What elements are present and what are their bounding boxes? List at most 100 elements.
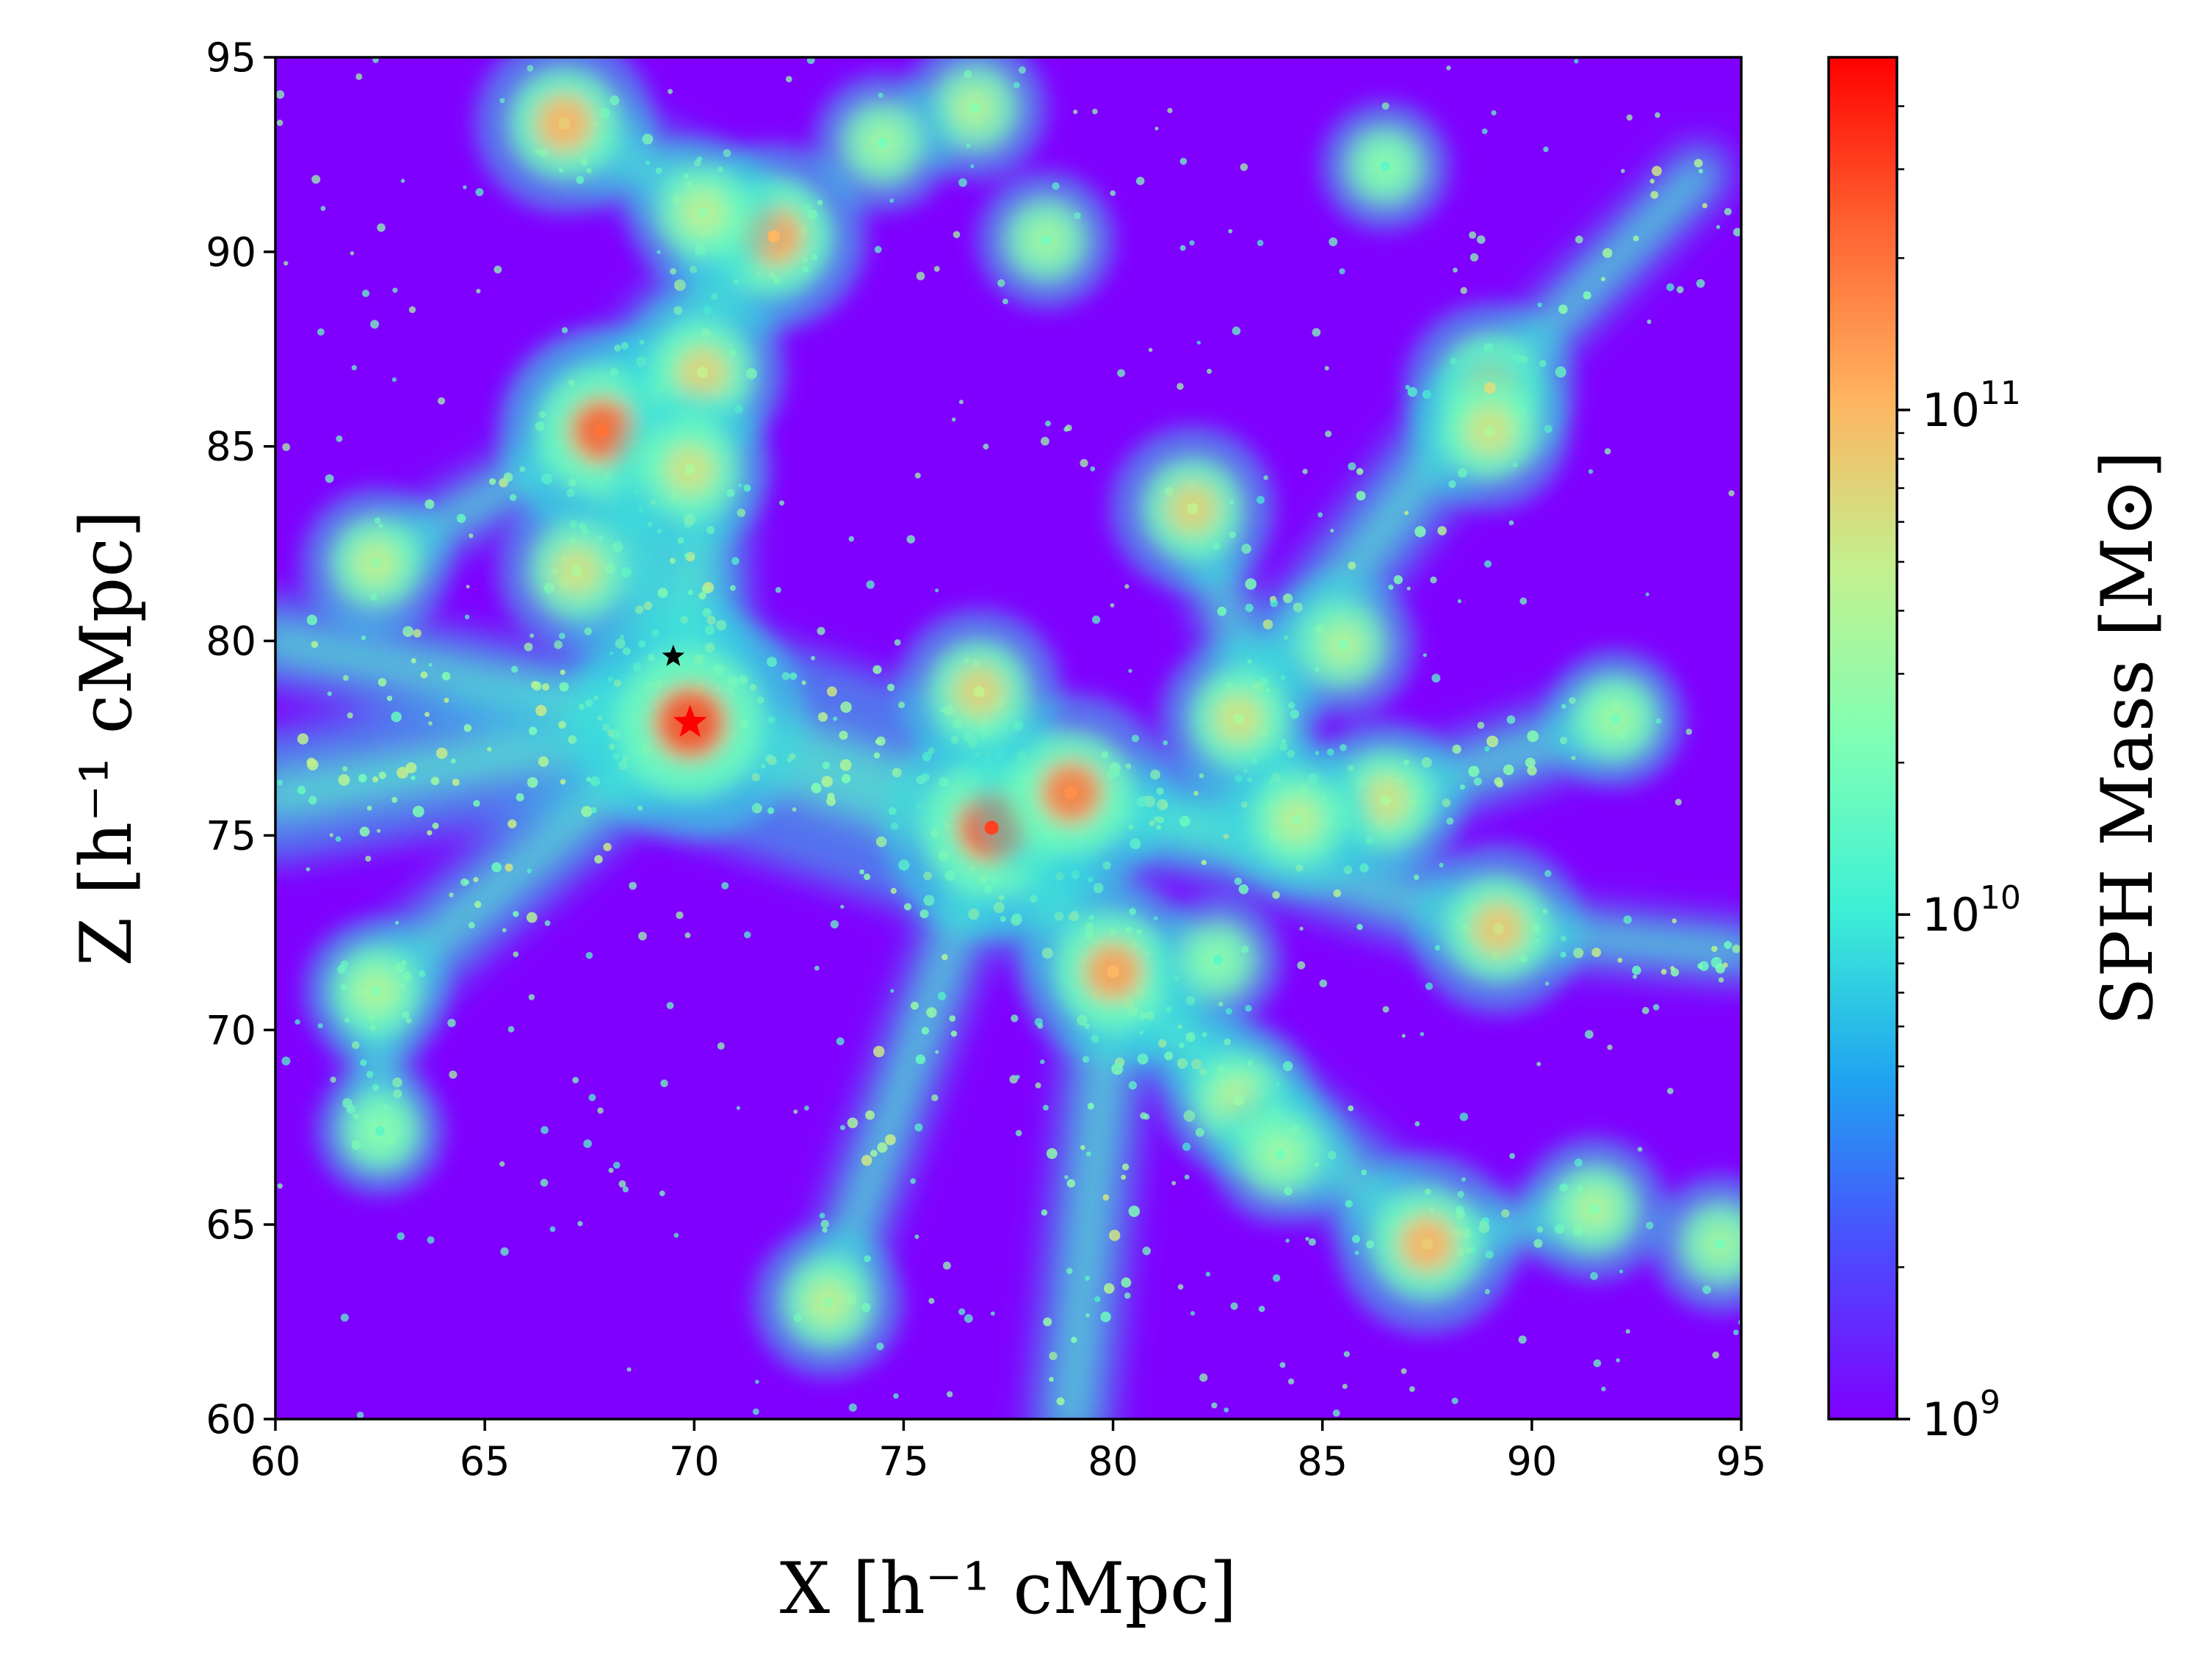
field-speckle-234 [1287, 1378, 1295, 1385]
halo-core-30 [878, 137, 888, 148]
halo-core-20 [1338, 639, 1349, 650]
speckle-22-16 [1715, 964, 1726, 974]
field-speckle-408 [833, 716, 838, 721]
halo-core-13 [1484, 425, 1496, 437]
field-speckle-239 [874, 245, 882, 253]
field-speckle-64 [806, 57, 815, 65]
field-speckle-309 [928, 1298, 935, 1304]
field-speckle-370 [1179, 245, 1186, 251]
field-speckle-111 [668, 89, 673, 95]
speckle-12-21 [306, 614, 318, 626]
speckle-18-7 [1652, 165, 1662, 176]
speckle-1-1 [698, 592, 706, 600]
field-speckle-319 [428, 663, 433, 667]
speckle-13-12 [513, 911, 519, 917]
halo-core-32 [1212, 955, 1223, 965]
speckle-11-21 [411, 775, 416, 781]
speckle-10-4 [1404, 510, 1409, 516]
field-speckle-110 [1423, 653, 1427, 657]
speckle-10-2 [1388, 584, 1394, 590]
field-speckle-31 [1135, 176, 1145, 186]
field-speckle-320 [1584, 1030, 1594, 1039]
field-speckle-216 [1401, 1033, 1406, 1038]
speckle-15-12 [1185, 1032, 1196, 1042]
field-speckle-397 [1325, 430, 1332, 438]
field-speckle-160 [893, 1393, 899, 1399]
field-speckle-312 [684, 932, 691, 939]
speckle-11-31 [507, 819, 517, 829]
field-speckle-32 [1728, 490, 1735, 497]
speckle-16-10 [1121, 1163, 1130, 1171]
field-speckle-321 [1184, 1174, 1190, 1180]
field-speckle-325 [1177, 1284, 1184, 1290]
speckle-13-2 [474, 901, 482, 909]
field-speckle-93 [914, 472, 921, 479]
field-speckle-410 [1085, 1151, 1091, 1157]
field-speckle-17 [1481, 128, 1488, 134]
speckle-0-1 [817, 712, 828, 722]
field-speckle-324 [1085, 1313, 1090, 1318]
halo-core-1 [984, 820, 999, 835]
speckle-11-16 [405, 762, 417, 773]
speckle-11-10 [306, 757, 317, 768]
speckle-17-7 [949, 1015, 956, 1022]
speckle-12-1 [558, 721, 566, 729]
field-speckle-189 [1666, 283, 1674, 292]
field-speckle-12 [1234, 877, 1242, 885]
field-speckle-18 [468, 922, 475, 929]
speckle-11-27 [473, 800, 480, 807]
field-speckle-215 [1285, 1238, 1290, 1243]
speckle-12-11 [444, 697, 449, 703]
field-speckle-277 [1196, 340, 1201, 345]
field-speckle-180 [848, 1403, 857, 1412]
field-speckle-123 [1696, 279, 1705, 288]
field-speckle-43 [618, 1180, 626, 1188]
field-speckle-336 [1117, 369, 1125, 378]
field-speckle-298 [1406, 586, 1411, 591]
field-speckle-314 [1272, 1274, 1281, 1282]
speckle-17-16 [865, 1110, 875, 1120]
speckle-17-8 [950, 1031, 958, 1037]
field-speckle-350 [1655, 112, 1660, 118]
speckle-12-10 [528, 726, 538, 735]
field-speckle-165 [549, 1226, 556, 1233]
speckle-0-25 [876, 736, 886, 746]
field-speckle-137 [1697, 963, 1703, 969]
x-tick-label-3: 75 [878, 1438, 929, 1484]
field-speckle-69 [1342, 1383, 1348, 1390]
speckle-16-1 [1066, 1433, 1074, 1441]
field-speckle-79 [1732, 228, 1741, 237]
field-speckle-375 [1593, 1359, 1602, 1368]
field-speckle-163 [583, 1139, 592, 1148]
speckle-16-14 [1043, 1317, 1052, 1327]
field-speckle-113 [676, 911, 684, 920]
field-speckle-273 [840, 904, 845, 909]
speckle-20-11 [424, 499, 435, 510]
field-speckle-9 [325, 474, 334, 483]
field-speckle-399 [306, 867, 311, 872]
field-speckle-396 [804, 1105, 809, 1111]
field-speckle-251 [793, 1109, 798, 1114]
speckle-17-4 [884, 1134, 896, 1146]
halo-core-28 [1611, 713, 1621, 724]
plot-frame [274, 56, 1743, 1421]
field-speckle-220 [1470, 253, 1479, 262]
field-speckle-131 [1616, 1358, 1620, 1363]
speckle-11-32 [366, 805, 372, 811]
speckle-22-2 [1724, 941, 1732, 949]
speckle-0-42 [903, 903, 912, 911]
field-speckle-19 [1124, 584, 1130, 589]
field-speckle-393 [931, 1094, 939, 1102]
field-speckle-24 [1575, 235, 1583, 244]
speckle-12-17 [311, 640, 319, 649]
field-speckle-156 [1110, 603, 1115, 607]
field-speckle-27 [937, 992, 947, 1000]
field-speckle-71 [355, 73, 363, 80]
halo-core-layer [370, 102, 1726, 1308]
speckle-22-1 [1591, 948, 1602, 958]
speckle-12-3 [386, 696, 393, 701]
field-speckle-259 [1171, 1180, 1177, 1185]
field-speckle-287 [890, 989, 894, 993]
x-tick-label-6: 90 [1506, 1438, 1557, 1484]
speckle-0-10 [873, 752, 881, 759]
